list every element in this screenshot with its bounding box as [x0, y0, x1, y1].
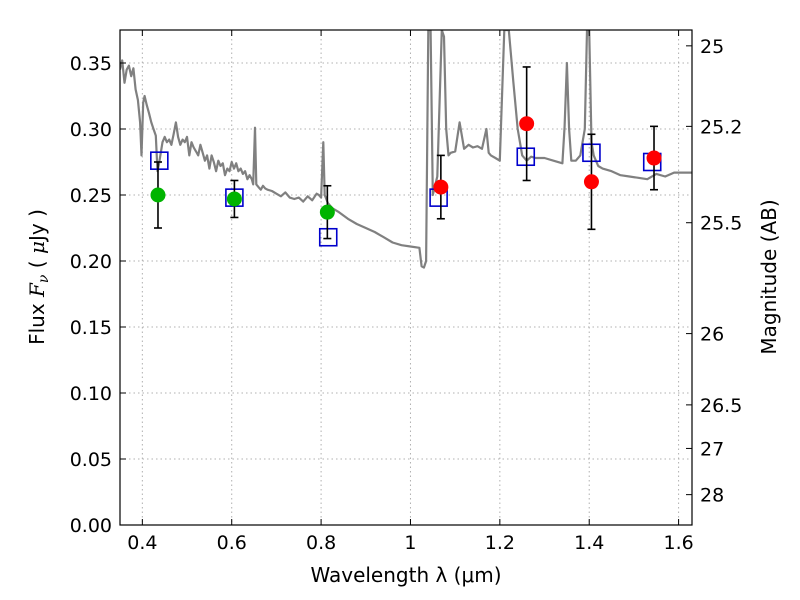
model-box-marker [318, 227, 338, 247]
x-tick-label: 1.6 [663, 532, 693, 554]
right-tick-label: 25 [700, 36, 724, 58]
y-tick-label: 0.05 [70, 449, 112, 471]
model-box-marker [150, 151, 169, 170]
x-axis-label: Wavelength λ (μm) [310, 563, 501, 587]
plot-area [120, 30, 692, 269]
y-tick-label: 0.20 [70, 251, 112, 273]
red-data-point [583, 174, 599, 190]
model-spectrum [120, 30, 692, 269]
right-tick-label: 25.5 [700, 213, 742, 235]
x-tick-label: 1.4 [574, 532, 604, 554]
y-axis-label-part: μ [25, 241, 49, 254]
y-axis-label-part: ν [36, 274, 52, 283]
y-tick-label: 0.10 [70, 383, 112, 405]
data-points [150, 66, 662, 247]
grid-lines [120, 30, 692, 526]
right-tick-label: 28 [700, 485, 724, 507]
y-tick-label: 0.00 [70, 515, 112, 537]
y-tick-label: 0.30 [70, 119, 112, 141]
right-tick-label: 27 [700, 438, 724, 460]
green-data-point [226, 191, 242, 207]
right-axis-label: Magnitude (AB) [757, 199, 781, 354]
x-tick-label: 1 [404, 532, 416, 554]
y-axis-label-part: ( [25, 254, 49, 275]
right-tick-label: 26 [700, 324, 724, 346]
y-axis-ticks: 0.00 0.05 0.10 0.15 0.20 0.25 0.30 0.35 [70, 53, 126, 537]
y-axis-label-part: F [25, 282, 49, 298]
plot-frame [119, 29, 693, 526]
y-tick-label: 0.15 [70, 317, 112, 339]
right-axis-ticks: 25 25.2 25.5 26 26.5 27 28 [686, 36, 742, 507]
green-data-point [319, 204, 335, 220]
x-tick-label: 0.6 [217, 532, 247, 554]
y-tick-label: 0.35 [70, 53, 112, 75]
model-spectrum-line [120, 30, 692, 269]
right-tick-label: 25.2 [700, 116, 742, 138]
red-data-point [433, 179, 449, 195]
right-tick-label: 26.5 [700, 395, 742, 417]
red-data-point [519, 116, 535, 132]
x-axis-ticks: 0.4 0.6 0.8 1 1.2 1.4 1.6 [127, 30, 694, 554]
y-axis-label-part: Jy ) [25, 209, 49, 243]
y-tick-label: 0.25 [70, 185, 112, 207]
green-data-point [150, 187, 166, 203]
x-tick-label: 0.4 [127, 532, 157, 554]
x-tick-label: 0.8 [306, 532, 336, 554]
model-box-marker [516, 147, 536, 167]
y-axis-label-part: Flux [25, 297, 49, 345]
red-data-point [646, 150, 662, 166]
y-axis-label: Flux Fν ( μJy ) [25, 209, 52, 345]
x-tick-label: 1.2 [485, 532, 515, 554]
